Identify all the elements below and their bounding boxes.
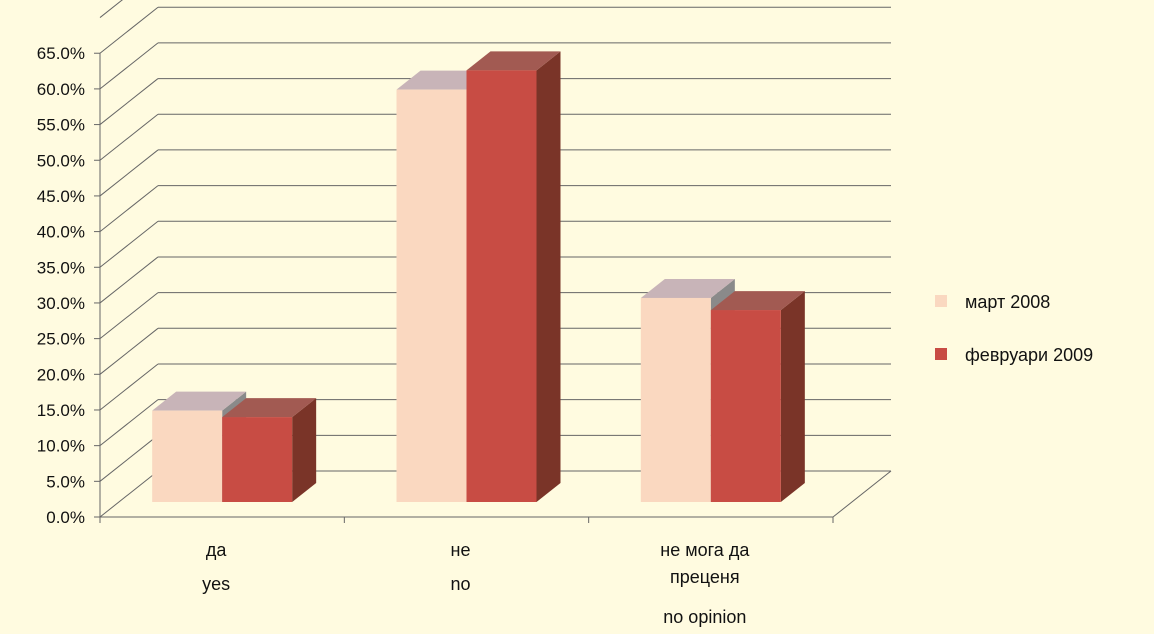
y-tick-label: 55.0%: [37, 116, 85, 135]
bar-top: [640, 278, 735, 298]
y-tick-label: 35.0%: [37, 258, 85, 277]
gridline-depth: [99, 399, 159, 447]
legend-label: март 2008: [965, 292, 1050, 312]
gridline-depth: [99, 0, 123, 18]
gridline-depth: [99, 113, 159, 161]
y-tick-label: 20.0%: [37, 365, 85, 384]
y-tick-label: 50.0%: [37, 151, 85, 170]
gridline-depth: [99, 327, 159, 375]
bar-top: [222, 398, 317, 418]
x-axis-category-labels: да yes не no не мога да преценя no opinion: [202, 540, 750, 627]
gridline-depth: [99, 185, 159, 232]
bar-top: [466, 51, 561, 71]
y-tick-label: 0.0%: [46, 508, 85, 527]
bar-front: [640, 297, 711, 502]
y-tick-label: 15.0%: [37, 401, 85, 420]
gridline-depth: [99, 220, 159, 268]
legend-swatch: [935, 295, 947, 307]
y-tick-label: 25.0%: [37, 330, 85, 349]
gridline-depth: [99, 42, 159, 90]
y-tick-label: 5.0%: [46, 472, 85, 491]
x-category-label: не: [451, 540, 471, 560]
gridline-depth: [99, 256, 159, 304]
x-category-label: yes: [202, 574, 230, 594]
bar-top: [152, 391, 247, 411]
y-tick-label: 30.0%: [37, 294, 85, 313]
y-tick-label: 60.0%: [37, 80, 85, 99]
y-tick-label: 65.0%: [37, 44, 85, 63]
bar-front: [466, 70, 537, 503]
bar-front: [152, 410, 223, 502]
y-axis-tick-labels: 0.0% 5.0% 10.0% 15.0% 20.0% 25.0% 30.0% 35.0% 40…: [37, 44, 85, 527]
bars: [152, 51, 805, 503]
gridline-depth: [99, 363, 159, 411]
bar-side: [780, 291, 805, 502]
gridline-depth: [99, 78, 159, 125]
x-category-label: не мога да: [660, 540, 750, 560]
floor-right-edge: [832, 470, 892, 518]
bar: [222, 398, 317, 502]
gridline-depth: [99, 470, 159, 518]
bar-front: [222, 417, 293, 502]
y-tick-label: 10.0%: [37, 437, 85, 456]
gridline-depth: [99, 149, 159, 197]
x-category-label: no opinion: [663, 607, 746, 627]
axes: [94, 52, 892, 523]
bar-front: [396, 89, 467, 503]
x-category-label: да: [206, 540, 228, 560]
bar-side: [536, 51, 561, 503]
bar-top: [710, 291, 805, 311]
legend-label: февруари 2009: [965, 345, 1093, 365]
bar: [710, 291, 805, 502]
legend: март 2008 февруари 2009: [935, 292, 1093, 365]
x-category-label: преценя: [670, 567, 740, 587]
x-category-label: no: [450, 574, 470, 594]
legend-swatch: [935, 348, 947, 360]
y-tick-label: 40.0%: [37, 223, 85, 242]
y-tick-label: 45.0%: [37, 187, 85, 206]
gridline-depth: [99, 6, 159, 54]
bar-front: [710, 310, 781, 502]
gridline-depth: [99, 292, 159, 340]
gridline-depth: [99, 434, 159, 482]
bar-side: [292, 398, 317, 502]
bar: [466, 51, 561, 503]
